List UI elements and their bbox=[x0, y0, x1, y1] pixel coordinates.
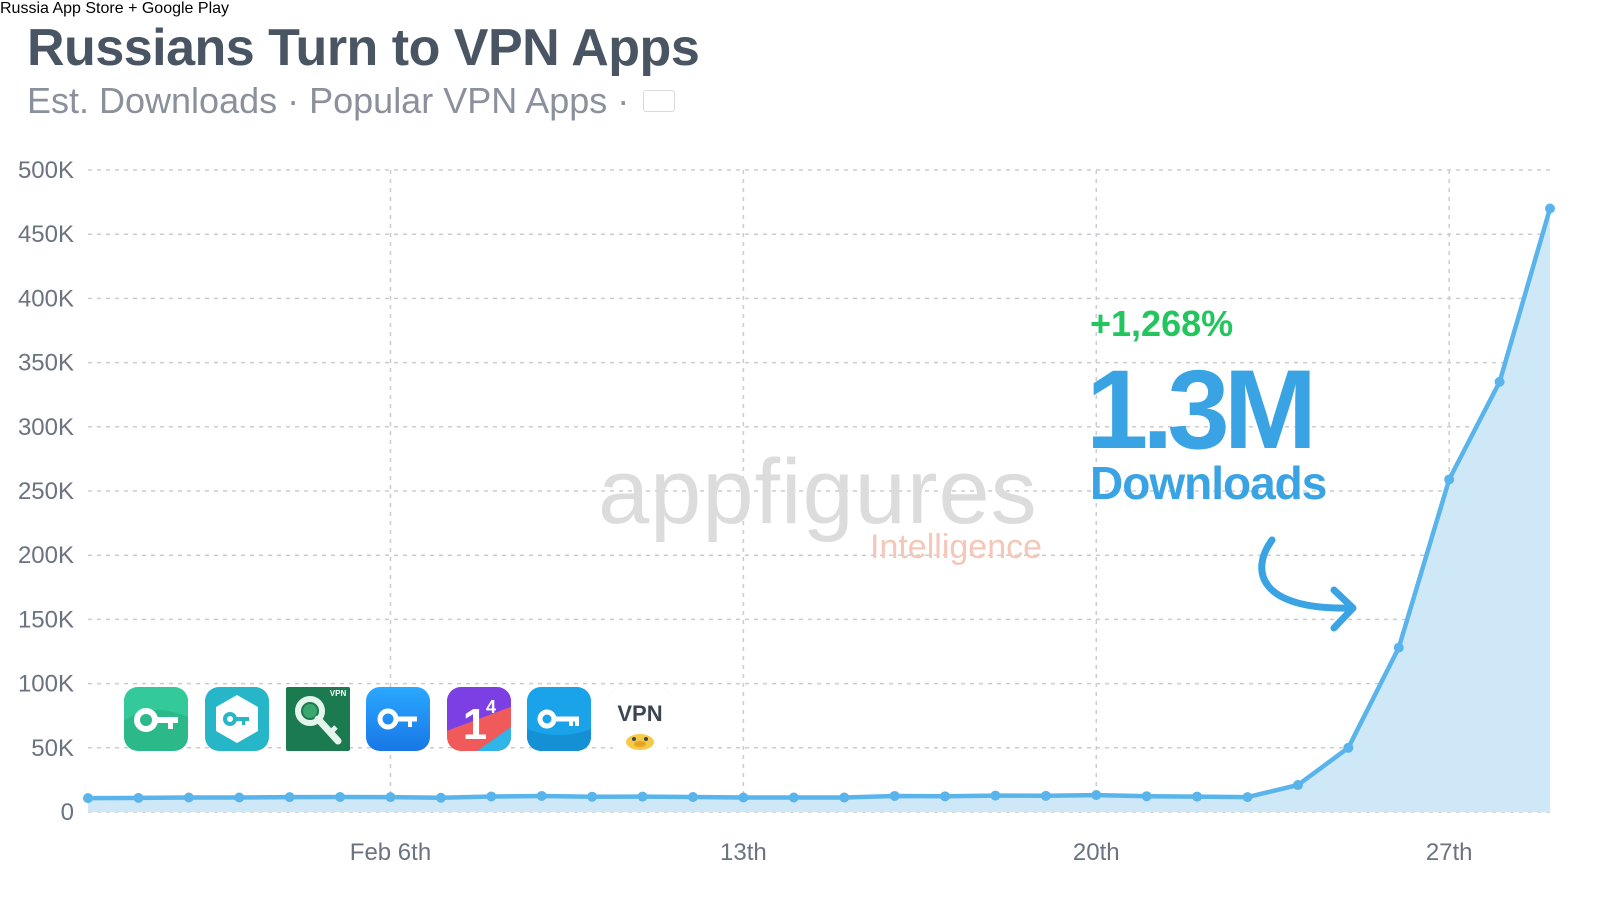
chart-subtitle: Est. Downloads · Popular VPN Apps · bbox=[27, 80, 683, 122]
watermark-brand: appfigures bbox=[598, 441, 1038, 543]
vpn-key-globe-icon: VPN bbox=[286, 687, 350, 751]
data-point bbox=[839, 792, 850, 803]
y-tick-label: 500K bbox=[18, 157, 74, 184]
data-point bbox=[738, 792, 749, 803]
vpn-key-hexagon-icon bbox=[205, 687, 269, 751]
y-tick-label: 400K bbox=[18, 285, 74, 312]
series-line bbox=[85, 206, 1553, 801]
x-tick-label: 13th bbox=[720, 839, 767, 866]
points-layer bbox=[83, 203, 1555, 804]
app-icon-label: 1 bbox=[463, 700, 487, 749]
russia-flag-icon bbox=[643, 90, 675, 112]
data-point bbox=[133, 792, 144, 803]
subtitle-region: Russia App Store + Google Play bbox=[0, 0, 230, 17]
svg-text:VPN: VPN bbox=[330, 689, 347, 698]
data-point bbox=[1141, 791, 1152, 802]
x-tick-label: Feb 6th bbox=[350, 839, 431, 866]
vpn-key-lightblue-icon bbox=[527, 687, 591, 751]
total-downloads-unit: Downloads bbox=[1090, 457, 1327, 509]
data-point bbox=[486, 791, 497, 802]
data-point bbox=[1494, 376, 1505, 387]
data-point bbox=[587, 791, 598, 802]
data-point bbox=[1192, 791, 1203, 802]
y-tick-label: 0 bbox=[61, 799, 74, 826]
data-point bbox=[990, 790, 1001, 801]
data-point bbox=[1393, 642, 1404, 653]
data-point bbox=[83, 793, 93, 804]
y-tick-label: 50K bbox=[31, 735, 74, 762]
vpn-text-icon: VPN bbox=[608, 687, 672, 751]
data-point bbox=[385, 792, 396, 803]
data-point bbox=[435, 792, 446, 803]
axis-layer: 0 50K 100K 150K 200K 250K 300K 350K 400K 450K 500K… bbox=[18, 157, 1473, 866]
growth-percentage: +1,268% bbox=[1090, 303, 1234, 344]
one-four-icon: 1 4 bbox=[447, 687, 511, 751]
data-point bbox=[1091, 790, 1102, 801]
y-tick-label: 150K bbox=[18, 606, 74, 633]
y-tick-label: 300K bbox=[18, 414, 74, 441]
vpn-key-green-icon bbox=[124, 687, 188, 751]
area-layer bbox=[85, 206, 1553, 812]
data-point bbox=[637, 791, 648, 802]
x-tick-label: 27th bbox=[1426, 839, 1473, 866]
data-point bbox=[234, 792, 245, 803]
watermark-product: Intelligence bbox=[870, 528, 1043, 566]
data-point bbox=[1444, 474, 1455, 485]
data-point bbox=[1343, 742, 1354, 753]
data-point bbox=[1545, 203, 1555, 214]
data-point bbox=[536, 790, 547, 801]
curved-arrow-icon bbox=[1258, 536, 1357, 632]
chart-title: Russians Turn to VPN Apps bbox=[27, 19, 700, 77]
data-point bbox=[687, 791, 698, 802]
y-tick-label: 100K bbox=[18, 671, 74, 698]
data-point bbox=[1040, 790, 1051, 801]
data-point bbox=[1242, 792, 1253, 803]
data-point bbox=[335, 791, 346, 802]
vpn-key-blue-icon bbox=[366, 687, 430, 751]
series-area bbox=[88, 208, 1550, 812]
subtitle-text: Est. Downloads · Popular VPN Apps · bbox=[27, 80, 640, 121]
data-point bbox=[183, 792, 194, 803]
data-point bbox=[284, 792, 295, 803]
data-point bbox=[788, 792, 799, 803]
data-point bbox=[1292, 780, 1303, 791]
data-point bbox=[940, 791, 951, 802]
svg-text:4: 4 bbox=[486, 697, 496, 717]
x-tick-label: 20th bbox=[1073, 839, 1120, 866]
total-downloads: 1.3M bbox=[1086, 347, 1317, 472]
y-tick-label: 350K bbox=[18, 350, 74, 377]
data-point bbox=[889, 790, 900, 801]
app-icon-label: VPN bbox=[617, 701, 662, 726]
y-tick-label: 200K bbox=[18, 542, 74, 569]
y-tick-label: 250K bbox=[18, 478, 74, 505]
y-tick-label: 450K bbox=[18, 221, 74, 248]
